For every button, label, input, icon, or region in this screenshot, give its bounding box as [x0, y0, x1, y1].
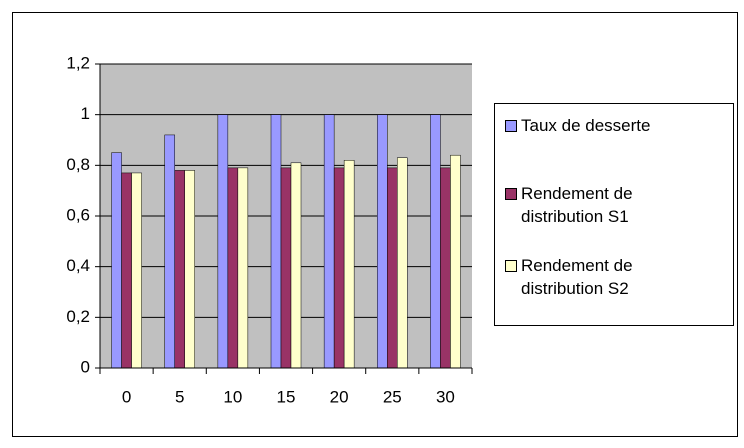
y-tick-label: 0,6 [66, 205, 90, 224]
bar [343, 160, 355, 369]
bar [440, 167, 451, 369]
x-tick-label: 20 [330, 387, 349, 406]
legend-entry: Rendement de distribution S2 [505, 254, 730, 300]
bar [377, 114, 388, 369]
bar [430, 114, 441, 369]
y-tick-label: 0,2 [66, 307, 90, 326]
y-tick-label: 1,2 [66, 53, 90, 72]
bar [270, 114, 282, 369]
bar [121, 172, 132, 369]
legend-entry: Rendement de distribution S1 [505, 182, 730, 228]
x-tick-label: 25 [383, 387, 402, 406]
x-tick-label: 15 [277, 387, 296, 406]
legend-swatch [505, 188, 517, 200]
y-tick-label: 0,4 [66, 256, 90, 275]
y-tick-label: 0,8 [66, 155, 90, 174]
legend-label: Rendement de distribution S1 [521, 184, 633, 226]
bar [237, 167, 249, 369]
x-tick-label: 5 [175, 387, 184, 406]
bar [131, 172, 142, 369]
legend-label: Taux de desserte [521, 116, 651, 135]
bar [387, 167, 398, 369]
legend-entry: Taux de desserte [505, 114, 730, 137]
x-tick-label: 0 [122, 387, 131, 406]
bar [227, 167, 239, 369]
legend-swatch [505, 120, 517, 132]
bar [280, 167, 292, 369]
legend-label: Rendement de distribution S2 [521, 256, 633, 298]
legend-swatch [505, 260, 517, 272]
bar [111, 152, 122, 369]
bar [333, 167, 345, 369]
bar [290, 162, 302, 369]
legend: Taux de desserte Rendement de distributio… [494, 103, 734, 326]
bar [323, 114, 335, 369]
bar [164, 134, 175, 369]
bar [397, 157, 408, 369]
bar [174, 170, 185, 369]
y-tick-label: 0 [81, 357, 90, 376]
x-tick-label: 30 [436, 387, 455, 406]
y-tick-label: 1 [81, 104, 90, 123]
bar [184, 170, 195, 369]
bar [217, 114, 229, 369]
bar [450, 154, 461, 369]
x-tick-label: 10 [223, 387, 242, 406]
